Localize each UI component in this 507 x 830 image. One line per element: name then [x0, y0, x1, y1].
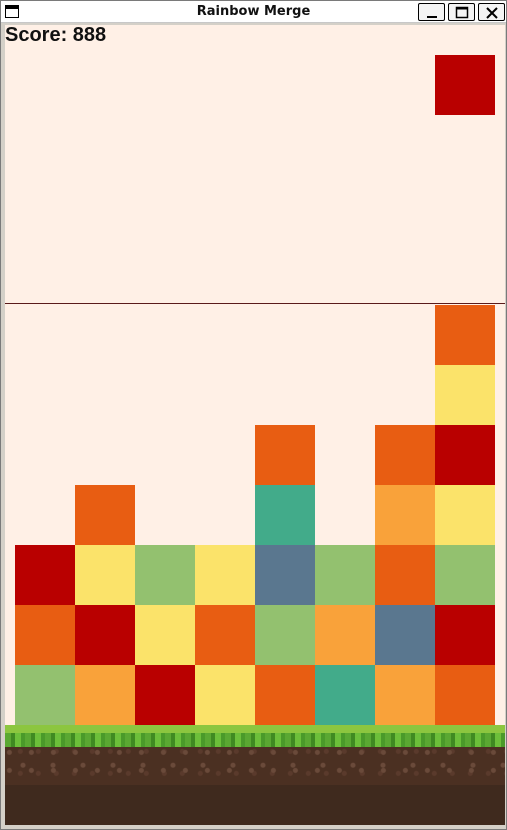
falling-tile[interactable]: [435, 55, 495, 115]
minimize-button[interactable]: [418, 3, 445, 21]
tile-orange: [255, 425, 315, 485]
dirt-deep-layer: [5, 785, 505, 825]
tile-orange: [375, 545, 435, 605]
tile-red: [15, 545, 75, 605]
tile-red: [75, 605, 135, 665]
grass-strip: [5, 725, 505, 733]
tile-green: [15, 665, 75, 725]
window-icon[interactable]: [5, 5, 19, 18]
tile-amber: [375, 485, 435, 545]
tile-slate: [375, 605, 435, 665]
tile-yellow: [435, 365, 495, 425]
tile-orange: [195, 605, 255, 665]
close-button[interactable]: [478, 3, 505, 21]
tile-slate: [255, 545, 315, 605]
minimize-icon: [427, 16, 437, 18]
maximize-button[interactable]: [448, 3, 475, 21]
tile-green: [255, 605, 315, 665]
tile-orange: [255, 665, 315, 725]
tile-green: [315, 545, 375, 605]
tile-green: [435, 545, 495, 605]
tile-orange: [15, 605, 75, 665]
tile-amber: [315, 605, 375, 665]
tile-orange: [435, 665, 495, 725]
maximize-icon: [455, 6, 469, 19]
tile-yellow: [195, 545, 255, 605]
grass-edge: [5, 733, 505, 747]
ground: [5, 725, 505, 825]
tile-orange: [375, 425, 435, 485]
score-label: Score: 888: [5, 25, 107, 46]
tile-yellow: [435, 485, 495, 545]
tile-red: [435, 605, 495, 665]
tile-green: [135, 545, 195, 605]
tile-red: [435, 425, 495, 485]
tile-yellow: [135, 605, 195, 665]
tile-amber: [75, 665, 135, 725]
tile-orange: [435, 305, 495, 365]
danger-line: [5, 303, 505, 304]
tile-yellow: [75, 545, 135, 605]
tile-yellow: [195, 665, 255, 725]
close-icon: [486, 7, 498, 19]
tile-red: [135, 665, 195, 725]
tile-orange: [75, 485, 135, 545]
tile-teal: [255, 485, 315, 545]
title-bar[interactable]: Rainbow Merge: [1, 1, 506, 23]
window-title: Rainbow Merge: [196, 4, 311, 19]
game-board[interactable]: Score: 888: [5, 25, 505, 725]
tile-amber: [375, 665, 435, 725]
tile-teal: [315, 665, 375, 725]
